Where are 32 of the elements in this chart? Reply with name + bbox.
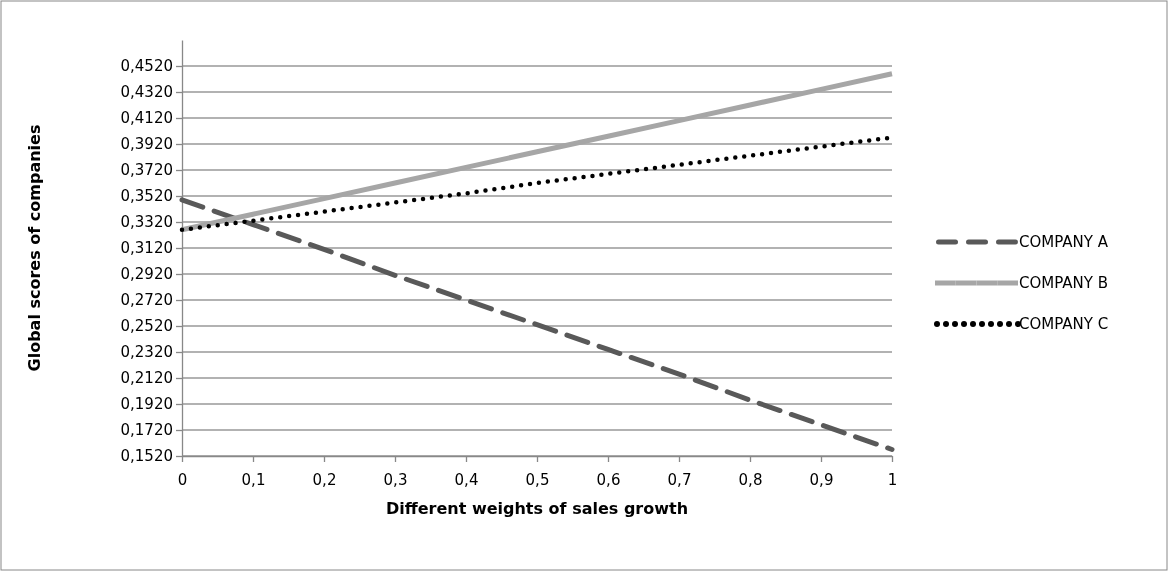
y-tick-label: 0,1920 — [120, 395, 173, 414]
x-tick-label: 0,4 — [454, 470, 479, 489]
y-tick-label: 0,2320 — [120, 343, 173, 362]
x-tick-label: 0,2 — [312, 470, 337, 489]
y-tick-label: 0,3520 — [120, 187, 173, 206]
y-tick-label: 0,4120 — [120, 109, 173, 128]
y-tick-label: 0,4320 — [120, 83, 173, 102]
x-tick-label: 0,6 — [596, 470, 621, 489]
y-tick-label: 0,3920 — [120, 135, 173, 154]
x-axis-title: Different weights of sales growth — [385, 499, 689, 518]
x-tick-label: 1 — [887, 470, 898, 489]
x-tick-label: 0,8 — [738, 470, 763, 489]
y-tick-label: 0,4520 — [120, 57, 173, 76]
legend-label: COMPANY C — [1019, 315, 1109, 334]
y-tick-label: 0,2120 — [120, 369, 173, 388]
y-tick-label: 0,2920 — [120, 265, 173, 284]
y-tick-label: 0,2720 — [120, 291, 173, 310]
x-tick-label: 0,1 — [241, 470, 266, 489]
legend-label: COMPANY B — [1019, 274, 1109, 293]
legend-label: COMPANY A — [1019, 233, 1109, 252]
x-tick-label: 0,7 — [667, 470, 692, 489]
y-tick-label: 0,3320 — [120, 213, 173, 232]
x-tick-label: 0 — [177, 470, 188, 489]
y-tick-label: 0,3120 — [120, 239, 173, 258]
y-axis-title: Global scores of companies — [25, 124, 44, 372]
x-tick-label: 0,9 — [809, 470, 834, 489]
y-tick-label: 0,3720 — [120, 161, 173, 180]
x-tick-label: 0,5 — [525, 470, 550, 489]
y-tick-label: 0,2520 — [120, 317, 173, 336]
x-tick-label: 0,3 — [383, 470, 408, 489]
y-tick-label: 0,1720 — [120, 421, 173, 440]
y-tick-label: 0,1520 — [120, 447, 173, 466]
